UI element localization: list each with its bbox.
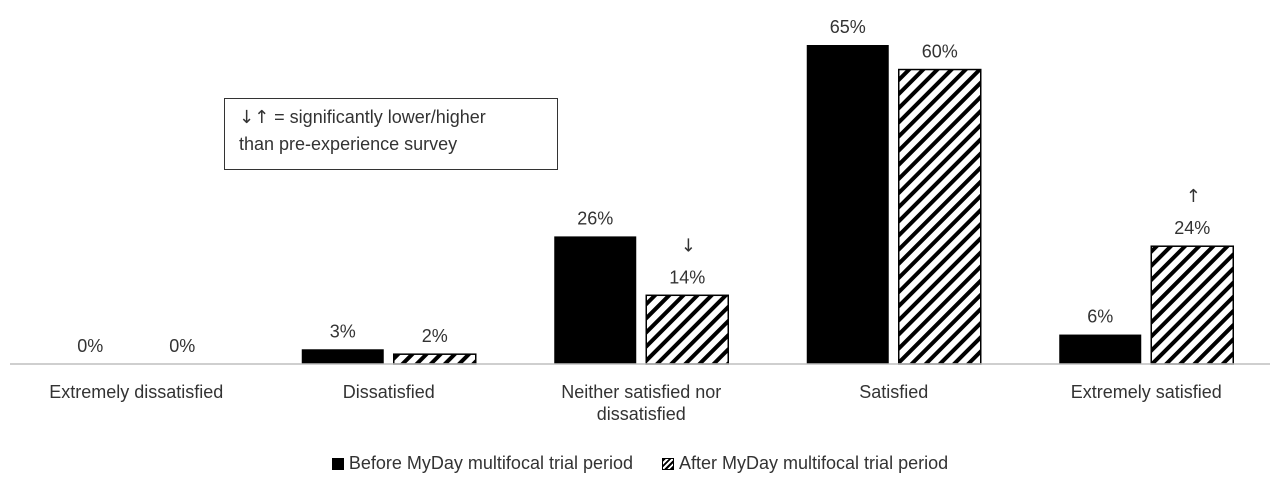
value-label-before-4: 6%	[1087, 307, 1113, 327]
value-label-after-4: 24%	[1174, 218, 1210, 238]
down-arrow-icon: ↓	[681, 235, 696, 256]
value-label-after-2: 14%	[669, 267, 705, 287]
bar-after-1	[393, 353, 477, 365]
bar-after-3	[898, 68, 982, 365]
value-label-before-1: 3%	[330, 321, 356, 341]
category-label-4: Extremely satisfied	[1071, 382, 1222, 402]
bars-group: 0% 0% 3% 2% 26% 14% ↓ 65% 60% 6% 24% ↑	[77, 17, 1234, 365]
bar-after-2	[645, 294, 729, 365]
significance-note-line-1-text: = significantly lower/higher	[269, 107, 486, 127]
value-label-after-1: 2%	[422, 326, 448, 346]
legend-item-before: Before MyDay multifocal trial period	[331, 453, 633, 474]
value-label-after-3: 60%	[922, 42, 958, 62]
legend-swatch-before	[331, 457, 344, 470]
up-arrow-icon: ↑	[1186, 186, 1201, 207]
category-label-0: Extremely dissatisfied	[49, 382, 223, 402]
category-label-2-line-1: dissatisfied	[597, 404, 686, 424]
bar-before-3	[806, 45, 889, 364]
significance-note-line-1: ↓↑ = significantly lower/higher	[239, 104, 543, 131]
bar-before-1	[301, 349, 384, 364]
significance-note-box: ↓↑ = significantly lower/higher than pre…	[224, 98, 558, 170]
bar-after-4	[1150, 245, 1234, 365]
category-labels-group: Extremely dissatisfied Dissatisfied Neithe…	[49, 382, 1222, 424]
legend-label-after: After MyDay multifocal trial period	[679, 453, 949, 473]
value-label-before-2: 26%	[577, 208, 613, 228]
value-label-before-3: 65%	[830, 17, 866, 37]
legend-swatch-after	[662, 457, 675, 470]
category-label-2-line-0: Neither satisfied nor	[561, 382, 721, 402]
bar-before-4	[1059, 334, 1142, 364]
legend-label-before: Before MyDay multifocal trial period	[348, 453, 633, 473]
significance-note-arrows: ↓↑	[239, 107, 270, 128]
value-label-after-0: 0%	[169, 336, 195, 356]
significance-note-line-2: than pre-experience survey	[239, 134, 458, 154]
legend: Before MyDay multifocal trial period Aft…	[0, 453, 1280, 475]
value-label-before-0: 0%	[77, 336, 103, 356]
legend-item-after: After MyDay multifocal trial period	[662, 453, 948, 474]
category-label-1: Dissatisfied	[343, 382, 435, 402]
category-label-3: Satisfied	[859, 382, 928, 402]
bar-before-2	[554, 236, 637, 364]
